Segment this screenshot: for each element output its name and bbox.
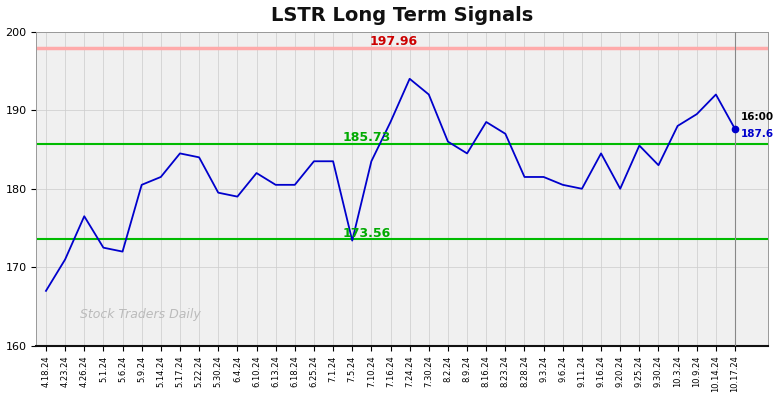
Text: 16:00: 16:00 (741, 111, 774, 122)
Text: 173.56: 173.56 (343, 227, 390, 240)
Title: LSTR Long Term Signals: LSTR Long Term Signals (270, 6, 533, 25)
Text: 185.73: 185.73 (343, 131, 390, 144)
Text: 197.96: 197.96 (370, 35, 418, 47)
Text: Stock Traders Daily: Stock Traders Daily (80, 308, 201, 320)
Text: 187.6: 187.6 (741, 129, 774, 139)
